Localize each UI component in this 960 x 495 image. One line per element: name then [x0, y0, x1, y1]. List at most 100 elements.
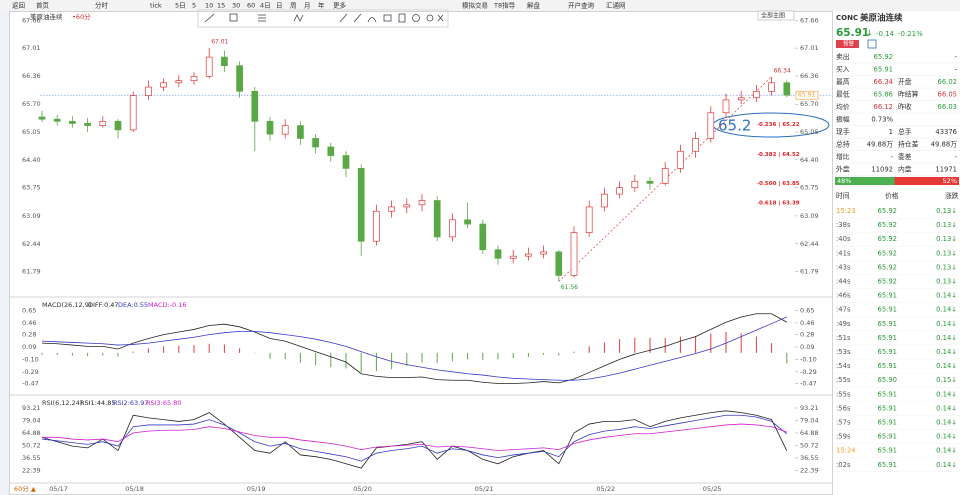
- quote-value: 66.12: [874, 103, 893, 111]
- quote-value: 0.73%: [871, 116, 893, 124]
- quote-value: 66.02: [938, 78, 957, 86]
- tick-cell: 0.14↓: [936, 306, 957, 314]
- indicator-title: RSI(6,12,24): [42, 399, 82, 407]
- toolbar-item[interactable]: 更多: [333, 1, 347, 10]
- quote-label: 最高: [836, 77, 850, 86]
- tick-cell: :55s: [836, 390, 851, 398]
- y-tick-label: 64.88: [22, 429, 41, 437]
- toolbar-item[interactable]: 首页: [36, 1, 50, 10]
- drawing-tools[interactable]: [197, 9, 449, 28]
- fib-label: 0.236 | 65.22: [759, 122, 800, 128]
- extreme-label: 66.34: [774, 67, 791, 74]
- legend-entry: DEA:0.55: [118, 301, 148, 309]
- toolbar-item[interactable]: 60: [247, 2, 255, 10]
- toolbar-item[interactable]: 返回: [12, 2, 25, 10]
- candle-body: [251, 90, 259, 122]
- tick-cell: 65.92: [878, 278, 897, 286]
- rsi-line: [42, 423, 787, 451]
- quote-label: 持仓差: [898, 140, 919, 149]
- toolbar-item[interactable]: T8指导: [493, 1, 516, 10]
- y-tick-label: 61.79: [22, 268, 41, 276]
- y-tick-label: 67.01: [22, 44, 41, 52]
- tick-cell: :40s: [836, 235, 851, 243]
- candle-body: [281, 125, 289, 135]
- legend-entry: RSI1:44.85: [80, 399, 116, 407]
- tick-cell: 0.14↓: [936, 348, 957, 356]
- quote-value: -: [955, 66, 958, 74]
- y-tick-label: 63.75: [22, 184, 41, 192]
- extreme-label: 61.56: [561, 284, 578, 291]
- quote-label: 昨结算: [898, 90, 919, 99]
- quote-label: 委差: [898, 152, 912, 161]
- toolbar-item[interactable]: 日: [276, 2, 283, 10]
- toolbar-item[interactable]: 周: [290, 2, 297, 10]
- candle-body: [661, 168, 669, 184]
- x-tick-label: 05/17: [49, 485, 68, 493]
- toolbar-item[interactable]: 15: [217, 2, 225, 10]
- tick-cell: :49s: [836, 320, 851, 328]
- toolbar-item[interactable]: 30: [232, 2, 240, 10]
- note: 65.2: [718, 117, 751, 135]
- candle-body: [388, 206, 395, 212]
- tick-cell: 0.14↓: [936, 362, 957, 370]
- toolbar-item[interactable]: 4日: [260, 2, 271, 10]
- period-footer[interactable]: 60分 ▲: [14, 484, 36, 493]
- tick-header: 时间: [836, 191, 850, 200]
- favorite-button[interactable]: [867, 39, 877, 49]
- chart-title: 美原油连续: [30, 12, 63, 21]
- toolbar-item[interactable]: 10: [205, 2, 213, 10]
- tool-icons: [204, 13, 444, 23]
- toolbar-item[interactable]: 年: [318, 1, 325, 10]
- toolbar-item[interactable]: 开户查询: [568, 1, 595, 10]
- tick-cell: 65.91: [878, 362, 897, 370]
- quote-value: 11971: [935, 166, 957, 174]
- candle-body: [342, 155, 350, 169]
- x-tick-label: 05/21: [475, 485, 494, 493]
- main-selector-label[interactable]: 全部主图: [761, 12, 785, 20]
- quote-label: 均价: [836, 102, 850, 111]
- last-price-tag: [795, 90, 819, 100]
- alert-label[interactable]: 预警: [843, 40, 855, 48]
- candle-body: [768, 82, 775, 92]
- price-change: -0.14: [876, 30, 895, 38]
- toolbar-item[interactable]: 5: [192, 2, 196, 10]
- tick-cell: 0.13↓: [936, 235, 957, 243]
- tick-cell: 0.13↓: [936, 249, 957, 257]
- quote-value: 49.88万: [931, 141, 957, 149]
- y-tick-label: 0.28: [22, 331, 36, 339]
- legend-entry: MACD:-0.16: [148, 301, 187, 309]
- y-tick-label: 67.66: [22, 16, 41, 24]
- main-selector[interactable]: [757, 10, 795, 21]
- y-tick-label: 79.04: [800, 416, 819, 424]
- quote-value: 66.03: [938, 103, 957, 111]
- tick-cell: 65.92: [878, 207, 897, 215]
- rsi-line: [41, 414, 788, 462]
- quote-value: 65.92: [874, 53, 893, 61]
- tick-cell: 0.14↓: [936, 447, 957, 455]
- y-tick-label: 0.28: [800, 331, 814, 339]
- tick-cell: 0.14↓: [936, 433, 957, 441]
- toolbar-bg: [0, 0, 960, 11]
- price-arrow: ↓: [866, 29, 873, 38]
- toolbar-item[interactable]: 模拟交易: [462, 1, 488, 10]
- alert-button[interactable]: [836, 40, 859, 48]
- y-tick-label: 63.75: [800, 184, 819, 192]
- symbol: CONC: [836, 14, 858, 22]
- quote-value: 49.88万: [867, 141, 893, 149]
- y-tick-label: 0.65: [22, 307, 36, 315]
- y-tick-label: 0.46: [22, 319, 36, 327]
- y-tick-label: -0.10: [22, 355, 39, 363]
- toolbar-item[interactable]: 汇通网: [606, 1, 626, 10]
- tick-cell: 65.91: [878, 461, 897, 469]
- x-tick-label: 05/19: [247, 485, 266, 493]
- toolbar-item[interactable]: tick: [150, 2, 162, 10]
- toolbar-item[interactable]: 月: [304, 2, 311, 10]
- toolbar-item[interactable]: 解盘: [527, 1, 541, 10]
- y-tick-label: 65.05: [22, 128, 41, 136]
- candle-body: [160, 82, 167, 88]
- candle-body: [737, 97, 745, 101]
- candle-body: [357, 168, 365, 242]
- tick-cell: 65.91: [878, 320, 897, 328]
- toolbar-item[interactable]: 分时: [95, 1, 109, 10]
- toolbar-item[interactable]: 5日: [175, 2, 186, 10]
